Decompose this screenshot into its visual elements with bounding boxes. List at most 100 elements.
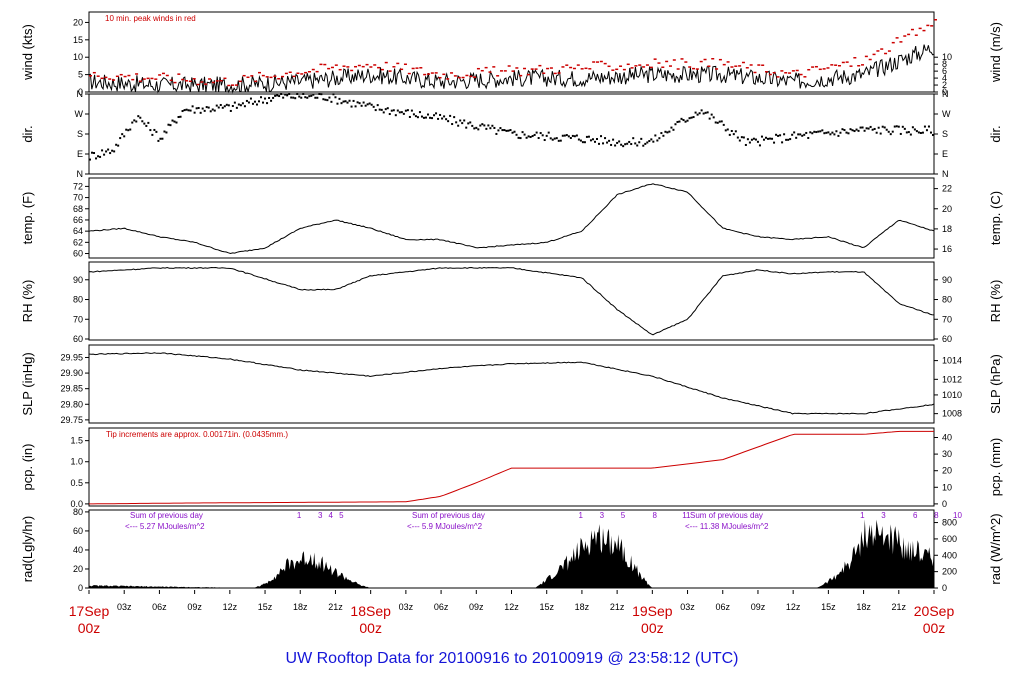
wind-peak-point — [123, 75, 127, 78]
day-hour-label: 00z — [923, 620, 946, 636]
wind-peak-point — [741, 61, 745, 64]
dir-point — [519, 137, 522, 140]
wind-peak-point — [584, 67, 588, 70]
dir-point — [435, 112, 438, 115]
dir-point — [215, 104, 218, 107]
panel-pcp: 0.0 0.5 1.0 1.5 0 10 20 30 40 pcp. (in) pcp. (mm) T… — [20, 427, 1003, 509]
dir-point — [565, 134, 568, 137]
dir-point — [410, 109, 413, 112]
dir-point — [547, 131, 550, 134]
dir-point — [927, 125, 930, 128]
dir-point — [338, 97, 341, 100]
dir-point — [591, 138, 594, 141]
wind-right-tick-label: 0 — [942, 87, 947, 97]
dir-point — [853, 130, 856, 133]
dir-point — [905, 131, 908, 134]
dir-point — [153, 128, 156, 131]
dir-point — [684, 120, 687, 123]
wind-peak-point — [619, 65, 623, 67]
wind-peak-point — [369, 66, 373, 68]
dir-point — [429, 116, 432, 119]
wind-peak-point — [442, 73, 446, 76]
pcp-left-tick-label: 1.0 — [70, 457, 83, 467]
wind-peak-point — [200, 81, 204, 83]
wind-peak-point — [876, 50, 880, 52]
rad-event-marker: 3 — [318, 511, 323, 520]
dir-point — [736, 136, 739, 139]
wind-peak-point — [503, 70, 507, 72]
dir-point — [143, 122, 146, 125]
wind-peak-point — [269, 76, 273, 79]
wind-peak-point — [315, 70, 319, 73]
wind-right-tick-label: 4 — [942, 73, 947, 83]
wind-peak-point — [407, 72, 411, 75]
temp-left-tick-label: 60 — [73, 249, 83, 259]
dir-point — [581, 141, 584, 144]
time-tick-label: 03z — [680, 602, 695, 612]
dir-point — [555, 137, 558, 140]
dir-point — [169, 124, 172, 127]
dir-point — [262, 101, 265, 104]
slp-left-tick-label: 29.75 — [60, 415, 83, 425]
rh-right-tick-label: 90 — [942, 275, 952, 285]
dir-point — [485, 127, 488, 130]
dir-point — [722, 123, 725, 126]
wind-peak-point — [311, 68, 315, 71]
dir-point — [795, 136, 798, 139]
wind-peak-point — [169, 79, 173, 82]
dir-point — [368, 102, 371, 105]
dir-point — [783, 133, 786, 136]
wind-peak-point — [826, 67, 830, 69]
temp-right-tick-label: 16 — [942, 244, 952, 254]
dir-point — [139, 116, 142, 119]
dir-point — [765, 136, 767, 139]
dir-point — [915, 130, 918, 133]
dir-point — [396, 109, 399, 112]
rad-right-tick-label: 800 — [942, 518, 957, 528]
dir-point — [422, 116, 425, 119]
dir-point — [785, 138, 788, 141]
wind-right-tick-label: 2 — [942, 80, 947, 90]
slp-series-line — [88, 352, 935, 415]
dir-point — [557, 139, 560, 142]
dir-point — [497, 129, 500, 132]
time-tick-label: 21z — [610, 602, 625, 612]
dir-point — [549, 137, 552, 140]
dir-point — [241, 102, 244, 105]
dir-point — [676, 120, 679, 123]
wind-peak-point — [680, 58, 684, 60]
dir-point — [300, 96, 303, 99]
wind-peak-point — [899, 41, 903, 43]
dir-point — [121, 133, 124, 136]
temp-left-tick-label: 70 — [73, 193, 83, 203]
dir-point — [883, 126, 886, 129]
wind-peak-point — [891, 41, 895, 44]
dir-point — [453, 116, 456, 119]
temp-right-tick-label: 22 — [942, 184, 952, 194]
time-tick-label: 06z — [434, 602, 449, 612]
wind-peak-point — [115, 75, 119, 78]
dir-point — [793, 131, 796, 134]
wind-peak-point — [480, 69, 484, 72]
wind-peak-point — [296, 72, 300, 75]
dir-point — [294, 97, 297, 100]
wind-peak-point — [599, 60, 603, 63]
dir-point — [302, 93, 305, 95]
dir-point — [348, 99, 351, 102]
wind-peak-point — [849, 65, 853, 67]
dir-point — [678, 120, 681, 123]
rad-event-marker: 1 — [297, 511, 302, 520]
dir-point — [320, 93, 323, 96]
wind-peak-point — [154, 78, 158, 80]
dir-point — [352, 99, 355, 102]
wind-left-tick-label: 15 — [73, 35, 83, 45]
dir-point — [614, 144, 617, 147]
wind-peak-point — [108, 78, 112, 80]
wind-series-line — [88, 44, 935, 94]
dir-point — [551, 138, 554, 141]
dir-point — [324, 98, 327, 101]
pcp-left-tick-label: 1.5 — [70, 436, 83, 446]
dir-point — [618, 140, 621, 143]
dir-point — [511, 131, 514, 134]
